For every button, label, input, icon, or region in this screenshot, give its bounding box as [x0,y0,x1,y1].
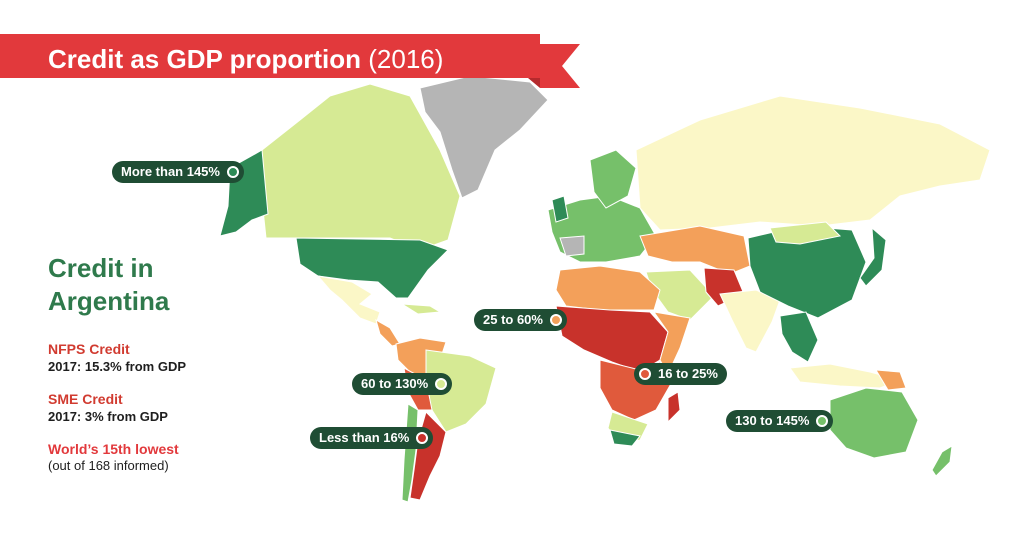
legend-label: More than 145% [121,164,220,179]
nfps-value: 2017: 15.3% from GDP [48,359,187,374]
legend-less-than-16: Less than 16% [310,427,434,449]
legend-swatch [416,432,429,444]
legend-swatch [226,166,239,178]
legend-130-to-145: 130 to 145% [726,410,834,432]
legend-swatch [435,378,448,390]
title-banner [0,34,580,88]
title-text: Credit as GDP proportion [48,44,361,74]
region-japan [859,226,887,287]
page-title: Credit as GDP proportion (2016) [48,40,443,78]
legend-label: 60 to 130% [361,376,429,391]
legend-label: Less than 16% [319,430,410,445]
region-mexico [316,275,381,325]
nfps-label: NFPS Credit [48,341,130,357]
panel-title: Credit in Argentina [48,253,170,316]
title-year: (2016) [368,44,444,74]
region-mongolia [769,221,842,245]
rank-label: World’s 15th lowest [48,441,179,457]
title-banner-fold [528,78,540,88]
region-south-africa [609,429,641,447]
legend-16-to-25: 16 to 25% [634,363,727,385]
region-argentina [409,411,447,501]
region-papua [875,369,907,391]
region-turkey-iran [639,225,751,275]
region-central-america [375,318,401,347]
sme-value: 2017: 3% from GDP [48,409,168,424]
region-southeast-asia [779,311,819,363]
region-india [719,289,781,353]
legend-60-to-130: 60 to 130% [352,373,453,395]
legend-label: 25 to 60% [483,312,543,327]
region-australia [829,387,919,459]
legend-swatch [549,314,562,326]
legend-swatch [816,415,829,427]
region-madagascar [667,391,681,424]
region-russia [635,95,991,231]
region-uk [551,195,569,223]
rank-sub: (out of 168 informed) [48,458,169,473]
sme-label: SME Credit [48,391,123,407]
region-north-africa [555,265,661,311]
region-caribbean [401,303,442,315]
region-scandinavia [589,149,637,209]
region-new-zealand [931,445,953,477]
legend-25-to-60: 25 to 60% [474,309,567,331]
region-canada [261,83,461,251]
argentina-panel: Credit in Argentina NFPS Credit 2017: 15… [48,252,288,473]
legend-more-than-145: More than 145% [112,161,244,183]
legend-swatch [639,368,651,380]
legend-label: 130 to 145% [735,413,810,428]
region-greenland [419,75,549,199]
legend-label: 16 to 25% [658,366,718,381]
region-iberia [559,235,585,257]
region-usa [295,237,449,299]
